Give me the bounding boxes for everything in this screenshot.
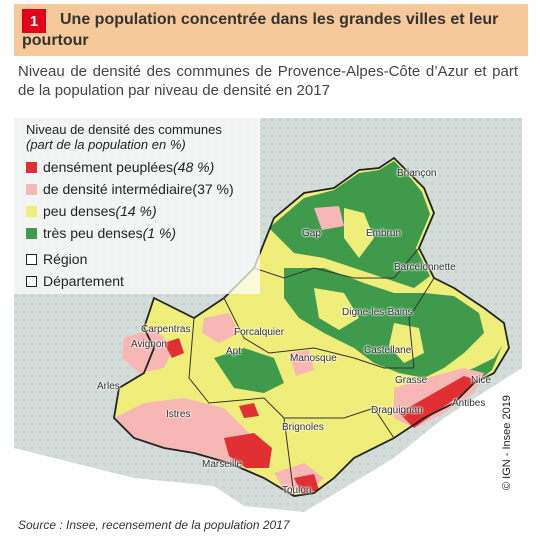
city-label-istres: Istres [166, 409, 191, 420]
red-area-aix [239, 403, 259, 418]
legend-pct-intermediate: (37 %) [192, 181, 234, 197]
legend-label-intermediate: de densité intermédiaire [43, 181, 193, 197]
legend-swatch-intermediate [26, 184, 37, 195]
yellow-valley-1 [344, 208, 374, 258]
city-label-manosque: Manosque [290, 353, 337, 364]
red-area-toulon [294, 474, 319, 494]
legend-item-dense: densément peuplées(48 %) [26, 158, 214, 176]
region-boundary [113, 156, 510, 497]
departement-boundaries [188, 247, 435, 497]
legend-subtitle: (part de la population en %) [26, 137, 186, 152]
red-area-nice-coast [399, 376, 476, 428]
section-number-badge: 1 [22, 9, 46, 33]
city-label-nice: Nice [471, 375, 492, 386]
density-map [14, 118, 522, 512]
legend-swatch-low [26, 206, 37, 217]
city-label-marseille: Marseille [202, 459, 243, 470]
city-label-carpentras: Carpentras [141, 324, 191, 335]
legend-item-region: Région [26, 250, 87, 268]
legend-label-departement: Département [43, 273, 124, 289]
green-area-center [214, 348, 284, 393]
city-label-briancon: Briançon [397, 168, 437, 179]
legend-pct-very-low: (1 %) [142, 225, 177, 241]
city-label-brignoles: Brignoles [282, 422, 324, 433]
legend-swatch-very-low [26, 228, 37, 239]
pink-area-gap [314, 206, 344, 230]
legend-label-region: Région [43, 251, 88, 267]
city-label-toulon: Toulon [282, 485, 312, 496]
pink-area-vaucluse [122, 328, 174, 373]
map-svg [14, 118, 522, 512]
city-label-apt: Apt [226, 346, 242, 357]
yellow-valley-3 [389, 323, 424, 363]
map-legend: Niveau de densité des communes (part de … [14, 118, 260, 294]
legend-item-departement: Département [26, 272, 124, 290]
city-label-forcalquier: Forcalquier [234, 327, 285, 338]
map-subtitle: Niveau de densité des communes de Proven… [18, 63, 518, 99]
legend-title-text: Niveau de densité des communes [26, 122, 222, 137]
city-label-barcelonnette: Barcelonnette [394, 262, 456, 273]
city-label-embrun: Embrun [366, 228, 402, 239]
legend-label-very-low: très peu denses [43, 225, 143, 241]
legend-pct-dense: (48 %) [173, 159, 215, 175]
city-label-avignon: Avignon [131, 339, 167, 350]
source-note: Source : Insee, recensement de la popula… [18, 518, 290, 532]
city-label-castellane: Castellane [364, 345, 412, 356]
legend-item-very-low: très peu denses(1 %) [26, 224, 176, 242]
red-area-marseille [224, 433, 272, 468]
city-label-digne-les-bains: Digne-les-Bains [342, 307, 413, 318]
city-label-antibes: Antibes [452, 398, 486, 409]
city-label-arles: Arles [97, 381, 120, 392]
legend-item-intermediate: de densité intermédiaire(37 %) [26, 180, 234, 198]
city-label-draguignan: Draguignan [371, 405, 423, 416]
legend-item-low: peu denses(14 %) [26, 202, 157, 220]
legend-pct-low: (14 %) [115, 203, 157, 219]
legend-swatch-region [26, 254, 37, 265]
pink-area-manosque [289, 350, 314, 376]
city-label-gap: Gap [302, 228, 321, 239]
legend-title: Niveau de densité des communes (part de … [26, 122, 222, 152]
section-title: Une population concentrée dans les grand… [22, 11, 499, 49]
pink-area-apt [202, 313, 239, 343]
legend-swatch-dense [26, 162, 37, 173]
city-label-grasse: Grasse [395, 375, 428, 386]
sea-area [14, 368, 522, 512]
red-area-avignon [164, 338, 184, 358]
legend-label-low: peu denses [43, 203, 116, 219]
map-credit: © IGN - Insee 2019 [501, 395, 513, 490]
section-header: Une population concentrée dans les grand… [14, 4, 528, 56]
legend-swatch-departement [26, 276, 37, 287]
pink-area-bouches [114, 398, 264, 468]
legend-label-dense: densément peuplées [43, 159, 173, 175]
yellow-valley-2 [314, 288, 359, 330]
